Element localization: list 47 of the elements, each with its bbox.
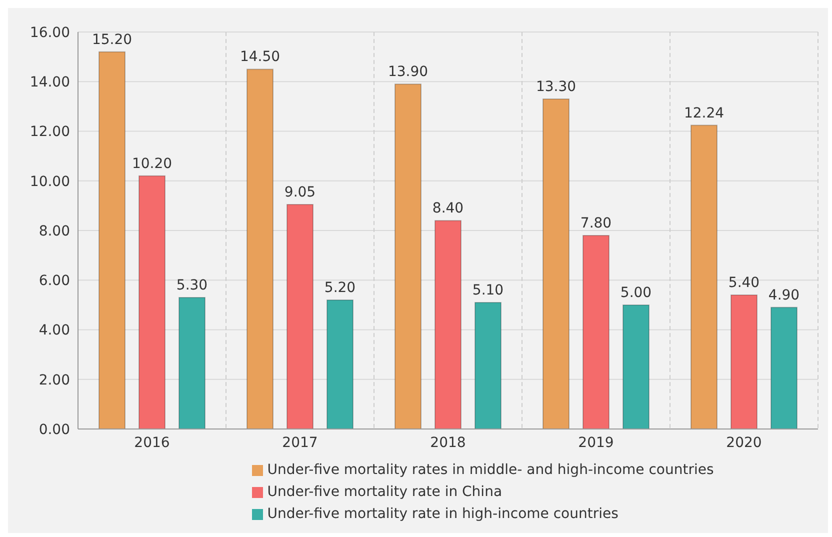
legend-label: Under-five mortality rate in high-income countries (267, 506, 618, 522)
legend-label: Under-five mortality rate in China (267, 484, 502, 500)
data-label: 4.90 (768, 287, 800, 304)
bar (178, 296, 206, 429)
bar (138, 175, 166, 429)
y-tick-label: 16.00 (30, 24, 70, 41)
x-tick-label: 2019 (578, 434, 614, 451)
bar (690, 124, 718, 429)
bar (394, 84, 422, 429)
bar (542, 98, 570, 429)
y-tick-label: 8.00 (38, 223, 70, 240)
data-label: 12.24 (684, 105, 724, 122)
data-label: 15.20 (92, 32, 132, 48)
data-label: 14.50 (240, 49, 280, 66)
data-label: 13.30 (536, 78, 576, 95)
data-label: 10.20 (132, 156, 172, 172)
bar (98, 51, 126, 429)
data-label: 13.90 (388, 64, 428, 80)
x-tick-label: 2016 (134, 434, 170, 451)
x-tick-label: 2018 (430, 434, 466, 451)
data-label: 7.80 (580, 215, 612, 232)
data-label: 5.20 (324, 280, 356, 296)
y-tick-label: 0.00 (38, 422, 70, 438)
x-tick-label: 2020 (726, 434, 762, 451)
y-tick-label: 4.00 (38, 322, 70, 339)
bar (326, 299, 354, 429)
legend-label: Under-five mortality rates in middle- and high-income countries (267, 462, 714, 478)
x-tick-label: 2017 (282, 434, 318, 451)
bar (474, 302, 502, 429)
data-label: 9.05 (284, 184, 316, 200)
y-tick-label: 10.00 (30, 174, 70, 190)
data-label: 5.00 (620, 284, 652, 301)
bar (730, 294, 758, 429)
bar (770, 306, 798, 429)
bar (286, 204, 314, 429)
bar (622, 304, 650, 429)
data-label: 5.30 (176, 277, 208, 294)
bar (246, 68, 274, 429)
bar (582, 234, 610, 429)
bar (434, 220, 462, 429)
y-tick-label: 14.00 (30, 74, 70, 91)
y-tick-label: 12.00 (30, 124, 70, 140)
data-label: 8.40 (432, 200, 464, 217)
data-label: 5.10 (472, 282, 504, 298)
y-tick-label: 6.00 (38, 273, 70, 290)
y-tick-label: 2.00 (38, 372, 70, 388)
data-label: 5.40 (728, 275, 760, 292)
